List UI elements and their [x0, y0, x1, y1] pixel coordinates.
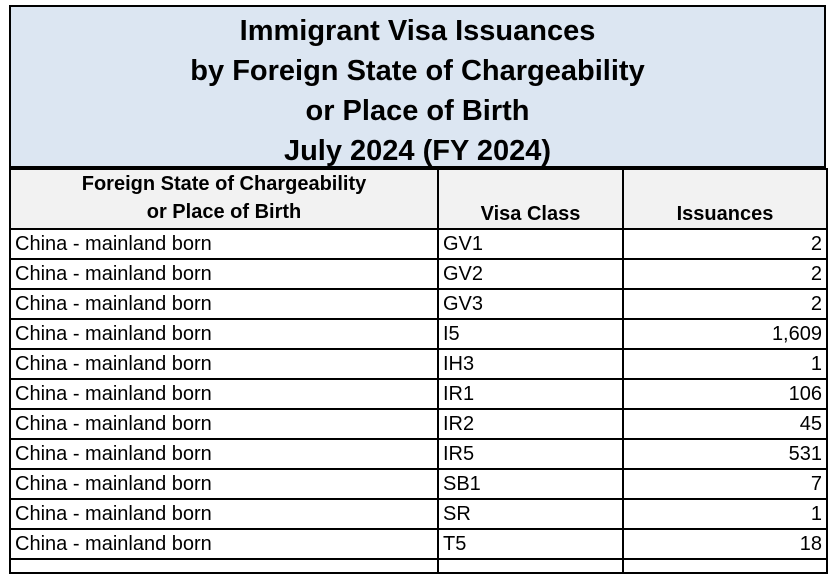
table-row: China - mainland born I5 1,609 [9, 318, 828, 350]
cell-state: China - mainland born [9, 528, 439, 560]
cell-state: China - mainland born [9, 468, 439, 500]
column-header-issuances: Issuances [622, 168, 828, 230]
cell-visa-class: SB1 [437, 468, 624, 500]
table-row: China - mainland born T5 18 [9, 528, 828, 560]
table-row: China - mainland born IR5 531 [9, 438, 828, 470]
cell-state: China - mainland born [9, 438, 439, 470]
cell-state: China - mainland born [9, 228, 439, 260]
issuance-table: Foreign State of Chargeability or Place … [9, 168, 828, 574]
table-header-row: Foreign State of Chargeability or Place … [9, 168, 828, 230]
cell-issuances: 45 [622, 408, 828, 440]
cell-visa-class: IR1 [437, 378, 624, 410]
cell-state: China - mainland born [9, 318, 439, 350]
cell-visa-class: IH3 [437, 348, 624, 380]
cell-visa-class: T5 [437, 528, 624, 560]
cell-issuances [622, 558, 828, 574]
cell-issuances: 106 [622, 378, 828, 410]
cell-issuances: 1 [622, 498, 828, 530]
cell-issuances: 531 [622, 438, 828, 470]
cell-state: China - mainland born [9, 498, 439, 530]
cell-state: China - mainland born [9, 378, 439, 410]
title-line-1: Immigrant Visa Issuances [239, 15, 596, 47]
cell-issuances: 2 [622, 288, 828, 320]
title-line-4: July 2024 (FY 2024) [283, 135, 552, 167]
column-header-state-line2: or Place of Birth [146, 201, 302, 223]
table-row: China - mainland born SB1 7 [9, 468, 828, 500]
cell-state: China - mainland born [9, 348, 439, 380]
cell-visa-class: GV1 [437, 228, 624, 260]
column-header-visa-class: Visa Class [437, 168, 624, 230]
cell-visa-class: SR [437, 498, 624, 530]
table-row: China - mainland born GV1 2 [9, 228, 828, 260]
cell-visa-class: I5 [437, 318, 624, 350]
report-title-box: Immigrant Visa Issuances by Foreign Stat… [9, 5, 826, 168]
title-line-3: or Place of Birth [305, 95, 530, 127]
cell-visa-class [437, 558, 624, 574]
cell-issuances: 2 [622, 258, 828, 290]
cell-visa-class: GV2 [437, 258, 624, 290]
title-line-2: by Foreign State of Chargeability [190, 55, 645, 87]
cell-issuances: 1,609 [622, 318, 828, 350]
cell-issuances: 2 [622, 228, 828, 260]
table-row-cut-off [9, 558, 828, 574]
cell-state: China - mainland born [9, 258, 439, 290]
table-row: China - mainland born IR1 106 [9, 378, 828, 410]
table-row: China - mainland born SR 1 [9, 498, 828, 530]
cell-issuances: 7 [622, 468, 828, 500]
cell-visa-class: IR2 [437, 408, 624, 440]
table-row: China - mainland born IH3 1 [9, 348, 828, 380]
table-row: China - mainland born GV3 2 [9, 288, 828, 320]
table-row: China - mainland born IR2 45 [9, 408, 828, 440]
cell-visa-class: IR5 [437, 438, 624, 470]
cell-issuances: 18 [622, 528, 828, 560]
cell-issuances: 1 [622, 348, 828, 380]
report-page: Immigrant Visa Issuances by Foreign Stat… [9, 5, 828, 574]
cell-state [9, 558, 439, 574]
table-row: China - mainland born GV2 2 [9, 258, 828, 290]
cell-state: China - mainland born [9, 408, 439, 440]
column-header-state-line1: Foreign State of Chargeability [81, 173, 367, 195]
cell-state: China - mainland born [9, 288, 439, 320]
cell-visa-class: GV3 [437, 288, 624, 320]
column-header-state: Foreign State of Chargeability or Place … [9, 168, 439, 230]
